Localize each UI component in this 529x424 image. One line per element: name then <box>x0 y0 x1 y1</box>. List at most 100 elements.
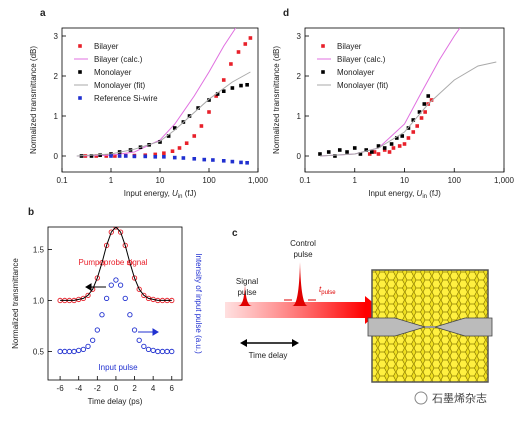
point <box>172 126 177 130</box>
plot-frame <box>61 27 259 173</box>
y-tick-label: 0.5 <box>33 347 45 356</box>
point <box>143 154 148 159</box>
legend-label: Monolayer (fit) <box>337 81 388 90</box>
fit-line <box>60 227 172 301</box>
point <box>394 136 399 140</box>
point <box>369 150 374 154</box>
x-axis-label-part: (fJ) <box>183 189 197 198</box>
x-axis-label-part: U <box>172 189 178 198</box>
point <box>387 150 392 154</box>
point <box>113 227 119 230</box>
point <box>184 141 189 145</box>
point <box>192 134 197 138</box>
y-axis-label: Normalized transmittance <box>11 258 20 349</box>
label: pulse <box>237 288 257 297</box>
x-axis-label: Input energy, Uin (fJ) <box>368 189 441 200</box>
point <box>136 337 142 343</box>
point <box>153 152 158 157</box>
point <box>411 118 416 122</box>
y-tick-label: 1 <box>54 112 59 121</box>
point <box>426 94 431 98</box>
point <box>99 260 105 266</box>
point <box>422 102 427 106</box>
point <box>108 282 114 288</box>
diagram: c Signal pulse Control pulse tpulse Time… <box>225 228 493 405</box>
point <box>411 130 416 134</box>
point <box>113 277 119 283</box>
point <box>98 153 102 157</box>
x-tick-label: 6 <box>170 384 175 393</box>
point <box>155 348 161 355</box>
legend-marker <box>321 44 325 48</box>
point <box>248 36 253 40</box>
label: t <box>319 285 322 294</box>
point <box>245 83 249 87</box>
point <box>221 89 226 93</box>
x-axis-label: Input energy, Uin (fJ) <box>124 189 197 200</box>
x-tick-label: 1,000 <box>248 176 269 185</box>
x-tick-label: 1 <box>353 176 358 185</box>
legend-label: Monolayer (fit) <box>94 81 145 90</box>
point <box>318 152 322 156</box>
point <box>172 155 177 160</box>
x-tick-label: -2 <box>94 384 102 393</box>
arrow <box>138 328 159 336</box>
point <box>117 229 124 235</box>
panel-letter: a <box>40 8 46 19</box>
plot-area <box>57 227 175 355</box>
y2-axis-label: Intensity of input pulse (a.u.) <box>194 253 203 354</box>
annotation: Pump–probe signal <box>79 258 148 267</box>
y-tick-label: 1.0 <box>33 296 45 305</box>
point <box>90 337 96 343</box>
x-tick-label: 0.1 <box>56 176 68 185</box>
point <box>192 157 197 161</box>
panel-letter: d <box>283 8 289 19</box>
point <box>94 327 100 333</box>
y-axis-label: Normalized transmittance (dB) <box>29 46 38 154</box>
y-tick-label: 0 <box>54 152 59 161</box>
point <box>127 312 133 318</box>
point <box>236 50 241 54</box>
point <box>159 348 166 355</box>
point <box>207 110 211 114</box>
legend-label: Bilayer <box>337 42 362 51</box>
label: tpulse <box>319 285 336 296</box>
y-tick-label: 1.5 <box>33 245 45 254</box>
point <box>199 124 204 128</box>
x-tick-label: 10 <box>400 176 409 185</box>
plot-area <box>318 28 497 158</box>
legend-label: Bilayer (calc.) <box>337 55 386 64</box>
point <box>170 149 175 153</box>
point <box>367 152 372 156</box>
x-tick-label: 100 <box>448 176 462 185</box>
x-axis-label-part: in <box>178 194 183 200</box>
point <box>169 348 175 355</box>
point <box>150 347 156 354</box>
series-line <box>76 28 237 157</box>
watermark-icon <box>414 391 428 405</box>
point <box>230 86 235 90</box>
x-tick-label: 4 <box>151 384 156 393</box>
point <box>196 106 200 110</box>
point <box>109 154 113 158</box>
label: pulse <box>293 250 313 259</box>
point <box>164 348 170 355</box>
point <box>127 260 133 266</box>
point <box>221 78 226 82</box>
legend-marker <box>78 96 82 100</box>
point <box>333 154 337 158</box>
point <box>85 343 91 349</box>
point <box>417 110 422 114</box>
y-tick-label: 3 <box>54 32 59 41</box>
point <box>141 292 147 298</box>
legend-label: Reference Si-wire <box>94 94 158 103</box>
point <box>245 161 249 165</box>
x-axis-label-part: Input energy, <box>368 189 416 198</box>
legend-label: Bilayer (calc.) <box>94 55 143 64</box>
beam <box>225 302 365 318</box>
y-tick-label: 3 <box>297 32 302 41</box>
point <box>239 160 243 165</box>
panel-letter: c <box>232 228 238 239</box>
point <box>117 154 122 158</box>
plot-frame <box>304 27 505 173</box>
